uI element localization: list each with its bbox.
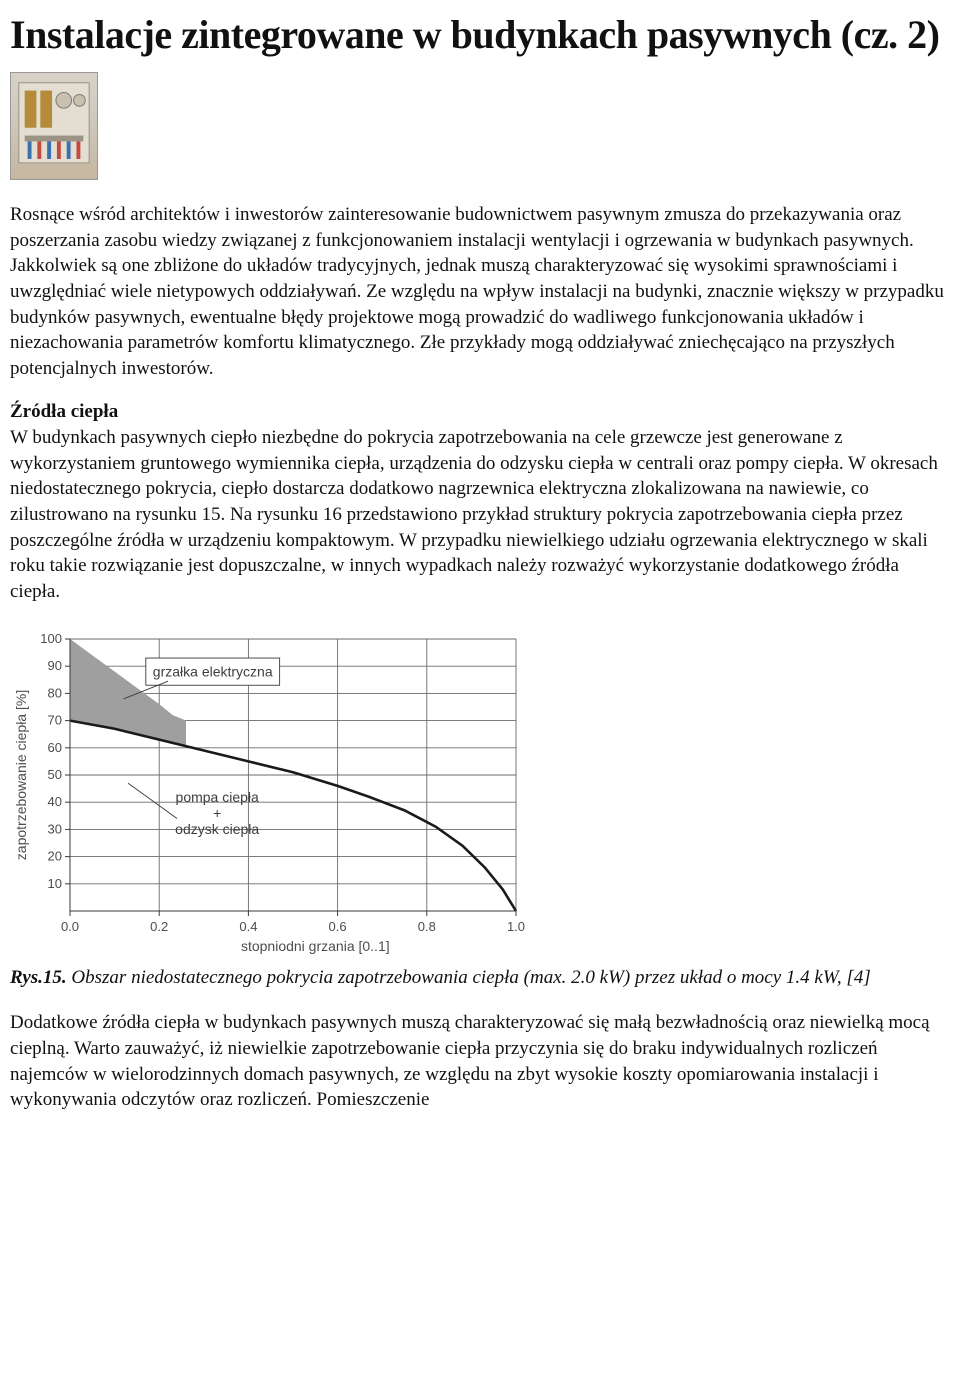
svg-text:0.2: 0.2 — [150, 919, 168, 934]
intro-paragraph: Rosnące wśród architektów i inwestorów z… — [10, 202, 950, 381]
svg-text:90: 90 — [48, 658, 62, 673]
svg-text:70: 70 — [48, 712, 62, 727]
svg-text:0.6: 0.6 — [329, 919, 347, 934]
tail-paragraph: Dodatkowe źródła ciepła w budynkach pasy… — [10, 1010, 950, 1113]
svg-text:80: 80 — [48, 685, 62, 700]
svg-text:20: 20 — [48, 848, 62, 863]
svg-text:0.0: 0.0 — [61, 919, 79, 934]
svg-text:30: 30 — [48, 821, 62, 836]
section-paragraph: Źródła ciepła W budynkach pasywnych ciep… — [10, 399, 950, 604]
svg-text:zapotrzebowanie ciepła [%]: zapotrzebowanie ciepła [%] — [13, 689, 29, 859]
svg-text:0.8: 0.8 — [418, 919, 436, 934]
figure-15-caption: Rys.15. Obszar niedostatecznego pokrycia… — [10, 965, 950, 991]
svg-text:stopniodni grzania [0..1]: stopniodni grzania [0..1] — [241, 938, 390, 954]
svg-text:50: 50 — [48, 767, 62, 782]
svg-text:+: + — [213, 805, 221, 821]
section-body: W budynkach pasywnych ciepło niezbędne d… — [10, 427, 938, 602]
svg-text:100: 100 — [40, 631, 62, 646]
figure-caption-body: Obszar niedostatecznego pokrycia zapotrz… — [67, 967, 871, 988]
article-thumbnail — [10, 72, 98, 180]
figure-15-chart: 10 20 30 40 50 60 70 80 90 100 0.0 0.2 0.4 0.6 0.8 1.0 s… — [10, 629, 950, 959]
svg-text:1.0: 1.0 — [507, 919, 525, 934]
svg-text:pompa ciepła: pompa ciepła — [176, 789, 259, 805]
svg-text:40: 40 — [48, 794, 62, 809]
svg-text:60: 60 — [48, 739, 62, 754]
figure-label: Rys.15. — [10, 967, 67, 988]
svg-text:odzysk ciepła: odzysk ciepła — [175, 821, 259, 837]
svg-text:grzałka elektryczna: grzałka elektryczna — [153, 663, 273, 679]
page-title: Instalacje zintegrowane w budynkach pasy… — [10, 12, 950, 58]
svg-text:0.4: 0.4 — [239, 919, 257, 934]
section-heading: Źródła ciepła — [10, 401, 118, 422]
svg-text:10: 10 — [48, 875, 62, 890]
